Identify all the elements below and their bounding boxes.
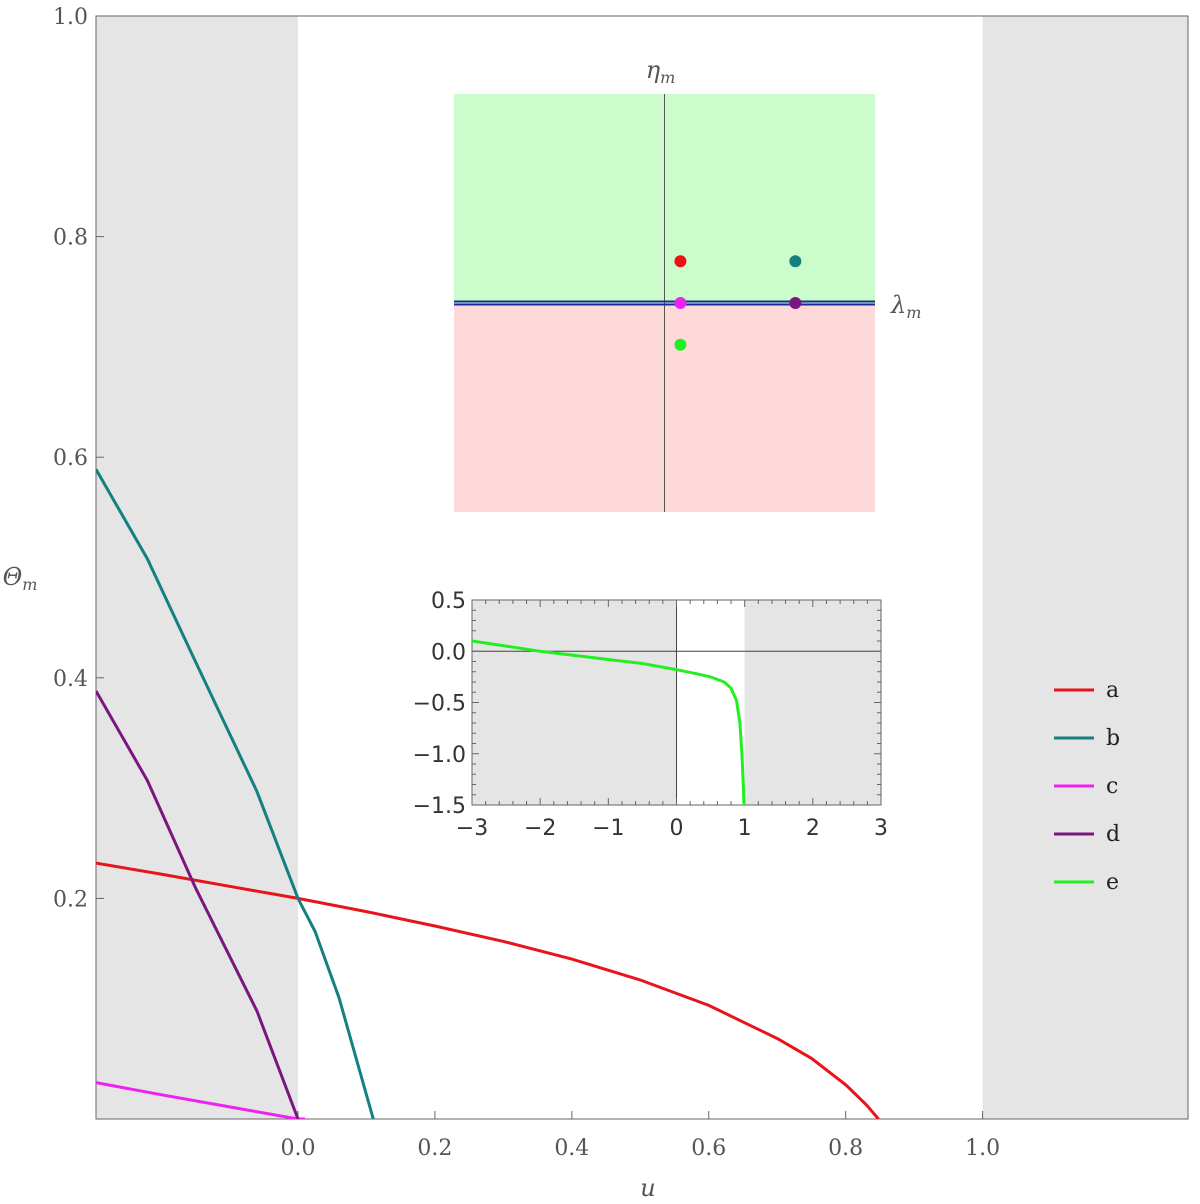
inset-x-tick-label: −2: [524, 816, 556, 841]
inset-x-tick-label: 0: [670, 816, 684, 841]
inset-y-tick-label: 0.5: [431, 589, 466, 614]
legend-label-d: d: [1106, 822, 1120, 847]
inset-x-tick-label: −3: [456, 816, 488, 841]
series-line-d: [96, 690, 300, 1119]
y-tick-label: 0.4: [53, 667, 88, 692]
plot-frame: [95, 15, 1189, 1120]
y-tick-label: 0.2: [53, 887, 88, 912]
shaded-region-1: [96, 16, 298, 1119]
main-chart: 0.0 0.2 0.4 0.6 0.8 1.0 0.2 0.4 0.6 0.8 1.0 u Θm: [3, 5, 1189, 1202]
legend-label-a: a: [1106, 678, 1119, 703]
inset-x-tick-label: 2: [806, 816, 820, 841]
y-tick-label: 0.6: [53, 446, 88, 471]
inset-x-tick-label: −1: [592, 816, 624, 841]
inset-y-tick-label: −0.5: [413, 692, 466, 717]
phase-point-c: [674, 297, 687, 309]
inset-x-tick-label: 3: [874, 816, 888, 841]
series-line-a: [96, 861, 880, 1119]
x-tick-label: 0.0: [280, 1136, 315, 1161]
x-tick-label: 0.6: [691, 1136, 726, 1161]
x-axis-title: u: [640, 1174, 655, 1202]
phase-point-a: [674, 255, 687, 268]
series-line-c: [96, 1081, 305, 1119]
inset-y-tick-label: −1.5: [413, 794, 466, 819]
lambda-axis-label: λm: [890, 291, 921, 322]
phase-point-e: [674, 338, 687, 351]
eta-axis-label: ηm: [646, 56, 676, 87]
x-tick-label: 0.8: [828, 1136, 863, 1161]
inset-y-tick-label: −1.0: [413, 743, 466, 768]
x-tick-label: 1.0: [965, 1136, 1000, 1161]
y-tick-label: 1.0: [53, 5, 88, 30]
legend-label-c: c: [1106, 774, 1118, 799]
inset-y-tick-label: 0.0: [431, 640, 466, 665]
legend-label-e: e: [1106, 870, 1119, 895]
x-tick-label: 0.2: [417, 1136, 452, 1161]
shaded-region-2: [982, 16, 1188, 1119]
small-inset-chart: −3 −2 −1 0 1 2 3 0.5 0.0 −0.5 −1.0 −1.5: [413, 589, 888, 841]
series-line-b: [96, 468, 375, 1119]
inset-x-tick-label: 1: [738, 816, 752, 841]
inset-shaded-region-2: [744, 600, 881, 805]
y-axis-title: Θm: [3, 563, 38, 594]
phase-diagram-inset: ηm λm: [454, 56, 921, 512]
x-tick-label: 0.4: [554, 1136, 589, 1161]
inset-series-line-e: [472, 639, 746, 805]
y-tick-label: 0.8: [53, 226, 88, 251]
legend-label-b: b: [1106, 726, 1120, 751]
phase-point-d: [789, 297, 802, 309]
phase-point-b: [789, 255, 802, 268]
inset-shaded-region-1: [472, 600, 677, 805]
